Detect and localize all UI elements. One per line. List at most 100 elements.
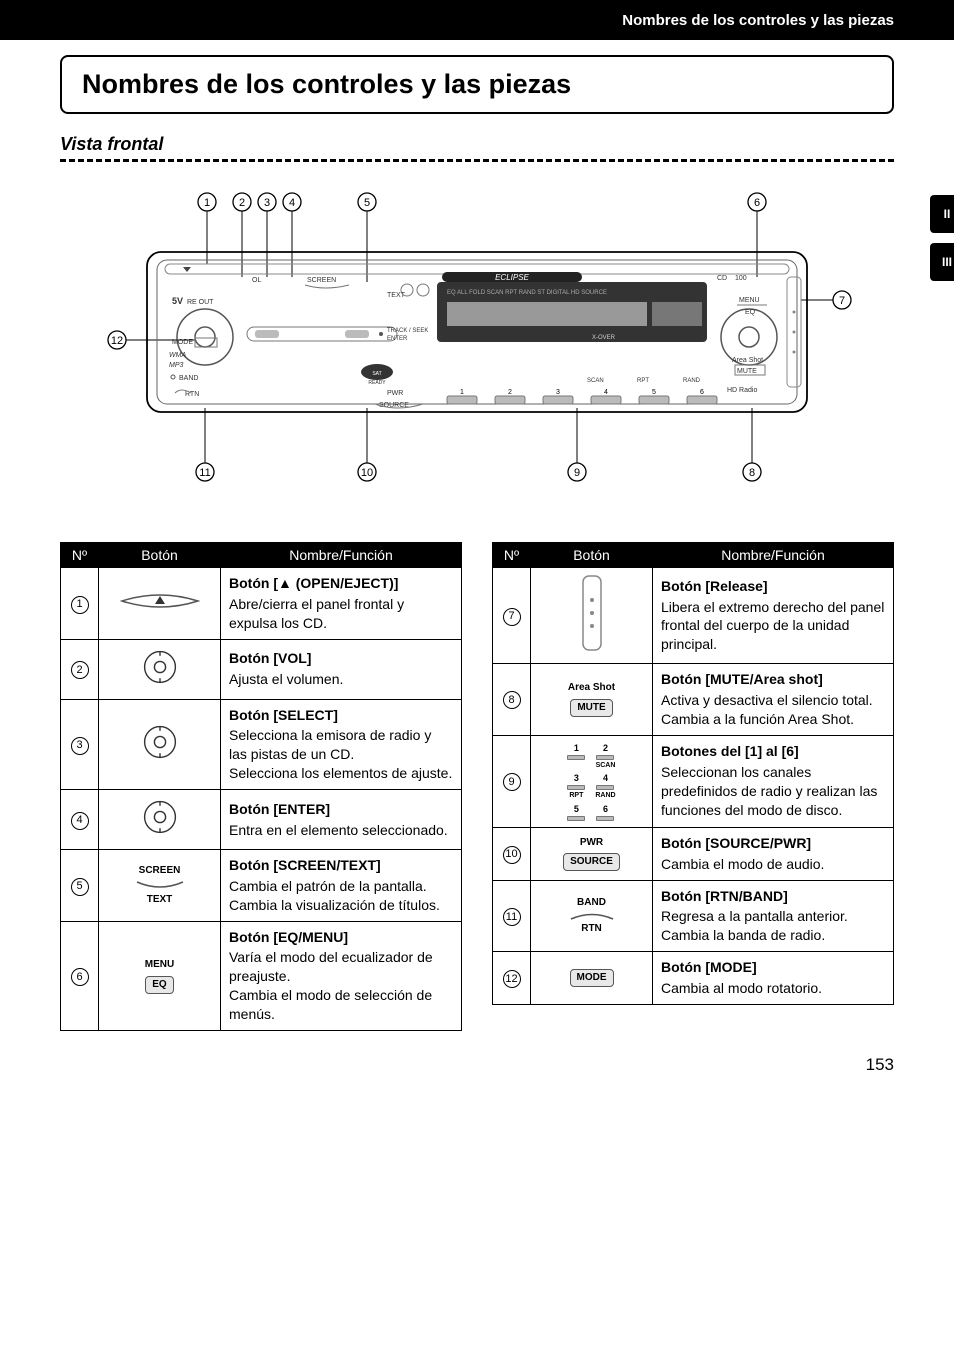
svg-text:8: 8	[749, 467, 755, 479]
row-number: 7	[493, 568, 531, 664]
th-num: Nº	[61, 543, 99, 568]
row-description: Botón [RTN/BAND]Regresa a la pantalla an…	[653, 880, 894, 952]
svg-text:SAT: SAT	[372, 371, 381, 377]
row-number: 3	[61, 699, 99, 790]
svg-text:5: 5	[652, 389, 656, 396]
table-row: 2 Botón [VOL]Ajusta el volumen.	[61, 639, 462, 699]
svg-text:SCREEN: SCREEN	[307, 277, 336, 284]
row-button-graphic: 12SCAN3RPT4RAND56	[531, 735, 653, 827]
row-description: Botón [SELECT]Selecciona la emisora de r…	[221, 699, 462, 790]
svg-text:10: 10	[361, 467, 373, 479]
th-desc: Nombre/Función	[221, 543, 462, 568]
th-btn: Botón	[531, 543, 653, 568]
row-description: Botón [MUTE/Area shot]Activa y desactiva…	[653, 663, 894, 735]
row-number: 8	[493, 663, 531, 735]
row-button-graphic	[99, 790, 221, 850]
svg-text:OL: OL	[252, 277, 261, 284]
controls-table-left: Nº Botón Nombre/Función 1 Botón [▲ (OPEN/…	[60, 542, 462, 1031]
table-row: 10PWRSOURCEBotón [SOURCE/PWR]Cambia el m…	[493, 827, 894, 880]
title-box: Nombres de los controles y las piezas	[60, 55, 894, 114]
th-desc: Nombre/Función	[653, 543, 894, 568]
svg-text:MENU: MENU	[739, 297, 760, 304]
row-button-graphic: SCREENTEXT	[99, 849, 221, 921]
page-number: 153	[60, 1055, 894, 1075]
svg-text:EQ ALL FOLD SCAN RPT RAND S: EQ ALL FOLD SCAN RPT RAND ST DIGITAL HD …	[447, 290, 607, 296]
row-number: 4	[61, 790, 99, 850]
row-number: 2	[61, 639, 99, 699]
svg-text:3: 3	[556, 389, 560, 396]
section-subheading: Vista frontal	[60, 134, 894, 155]
table-row: 3 Botón [SELECT]Selecciona la emisora de …	[61, 699, 462, 790]
tab-ii: II	[930, 195, 954, 233]
table-row: 912SCAN3RPT4RAND56Botones del [1] al [6]…	[493, 735, 894, 827]
page-title: Nombres de los controles y las piezas	[82, 69, 872, 100]
row-description: Botón [VOL]Ajusta el volumen.	[221, 639, 462, 699]
svg-text:TRACK / SEEK: TRACK / SEEK	[387, 328, 428, 334]
row-button-graphic: BANDRTN	[531, 880, 653, 952]
svg-text:ENTER: ENTER	[387, 336, 408, 342]
svg-text:HD Radio: HD Radio	[727, 387, 757, 394]
row-description: Botón [SOURCE/PWR]Cambia el modo de audi…	[653, 827, 894, 880]
svg-text:CD: CD	[717, 275, 727, 282]
th-num: Nº	[493, 543, 531, 568]
svg-text:1: 1	[204, 197, 210, 209]
row-button-graphic: MENUEQ	[99, 921, 221, 1030]
svg-text:BAND: BAND	[179, 375, 198, 382]
row-button-graphic	[99, 568, 221, 640]
svg-text:4: 4	[289, 197, 295, 209]
svg-text:MUTE: MUTE	[737, 368, 757, 375]
row-number: 1	[61, 568, 99, 640]
row-number: 12	[493, 952, 531, 1005]
row-description: Botón [Release]Libera el extremo derecho…	[653, 568, 894, 664]
svg-text:RE OUT: RE OUT	[187, 299, 214, 306]
row-description: Botón [EQ/MENU]Varía el modo del ecualiz…	[221, 921, 462, 1030]
row-button-graphic: MODE	[531, 952, 653, 1005]
page-header: Nombres de los controles y las piezas	[0, 0, 954, 40]
row-number: 6	[61, 921, 99, 1030]
table-row: 8Area ShotMUTEBotón [MUTE/Area shot]Acti…	[493, 663, 894, 735]
row-description: Botón [SCREEN/TEXT]Cambia el patrón de l…	[221, 849, 462, 921]
svg-text:9: 9	[574, 467, 580, 479]
row-description: Botones del [1] al [6]Seleccionan los ca…	[653, 735, 894, 827]
table-row: 7 Botón [Release]Libera el extremo derech…	[493, 568, 894, 664]
svg-text:EQ: EQ	[745, 309, 756, 316]
row-button-graphic: PWRSOURCE	[531, 827, 653, 880]
svg-text:WMA: WMA	[169, 352, 186, 359]
svg-text:TEXT: TEXT	[387, 292, 406, 299]
row-description: Botón [▲ (OPEN/EJECT)]Abre/cierra el pan…	[221, 568, 462, 640]
row-button-graphic	[531, 568, 653, 664]
svg-text:ECLIPSE: ECLIPSE	[495, 273, 529, 282]
table-row: 11BANDRTNBotón [RTN/BAND]Regresa a la pa…	[493, 880, 894, 952]
row-number: 11	[493, 880, 531, 952]
svg-text:4: 4	[604, 389, 608, 396]
table-row: 1 Botón [▲ (OPEN/EJECT)]Abre/cierra el pa…	[61, 568, 462, 640]
svg-text:SCAN: SCAN	[587, 378, 604, 384]
tab-iii: III	[930, 243, 954, 281]
dashed-rule	[60, 159, 894, 162]
table-row: 5SCREENTEXTBotón [SCREEN/TEXT]Cambia el …	[61, 849, 462, 921]
svg-text:100: 100	[735, 275, 747, 282]
svg-text:RAND: RAND	[683, 378, 701, 384]
svg-text:2: 2	[239, 197, 245, 209]
svg-text:MODE: MODE	[172, 339, 193, 346]
svg-text:1: 1	[460, 389, 464, 396]
svg-text:7: 7	[839, 295, 845, 307]
th-btn: Botón	[99, 543, 221, 568]
row-number: 9	[493, 735, 531, 827]
svg-text:2: 2	[508, 389, 512, 396]
table-row: 6MENUEQBotón [EQ/MENU]Varía el modo del …	[61, 921, 462, 1030]
svg-text:3: 3	[264, 197, 270, 209]
svg-text:X-OVER: X-OVER	[592, 335, 616, 341]
svg-text:READY: READY	[368, 380, 386, 386]
row-button-graphic	[99, 699, 221, 790]
front-view-diagram: 123456712111098 5V RE OUT ECLIPSE EQ ALL…	[87, 182, 867, 502]
svg-text:11: 11	[199, 467, 210, 479]
breadcrumb: Nombres de los controles y las piezas	[622, 12, 894, 29]
row-button-graphic: Area ShotMUTE	[531, 663, 653, 735]
row-description: Botón [MODE]Cambia al modo rotatorio.	[653, 952, 894, 1005]
svg-text:RTN: RTN	[185, 391, 199, 398]
row-description: Botón [ENTER]Entra en el elemento selecc…	[221, 790, 462, 850]
svg-text:5: 5	[364, 197, 370, 209]
svg-text:Area Shot: Area Shot	[732, 357, 763, 364]
side-tabs: II III	[930, 195, 954, 291]
